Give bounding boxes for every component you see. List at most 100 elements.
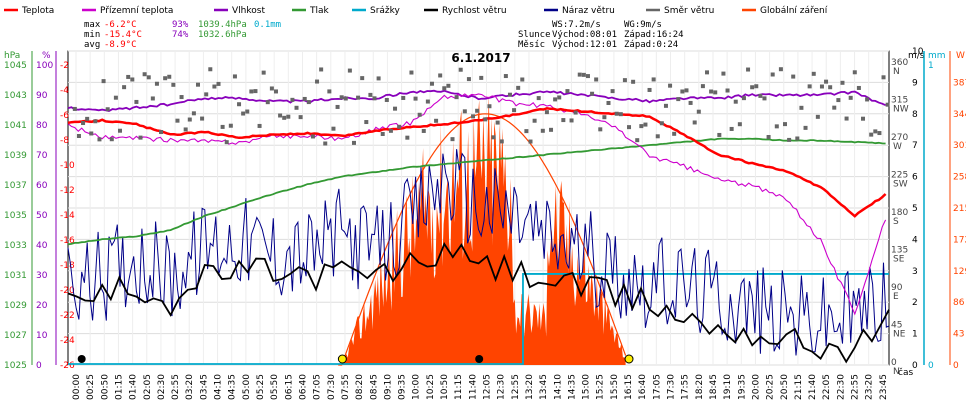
humidity-tick: 50: [36, 211, 48, 221]
wind-tick: 7: [912, 141, 918, 151]
wind-direction-point: [758, 93, 763, 98]
stat-value: -6.2°C: [104, 20, 137, 30]
x-tick-label: 01:15: [114, 374, 124, 400]
wind-direction-point: [368, 92, 373, 97]
wind-direction-point: [298, 115, 303, 120]
x-tick-label: 22:55: [851, 374, 861, 400]
radiation-tick: 129: [953, 267, 966, 277]
wind-direction-point: [553, 97, 558, 102]
wind-direction-point: [376, 76, 381, 81]
wind-direction-point: [836, 98, 841, 103]
wind-direction-point: [651, 77, 656, 82]
wind-direction-point: [503, 74, 508, 79]
wind-direction-point: [598, 127, 603, 132]
wind-direction-point: [717, 132, 722, 137]
wind-direction-point: [688, 100, 693, 105]
wind-direction-point: [216, 81, 221, 86]
wind-direction-point: [590, 91, 595, 96]
legend-label: Směr větru: [664, 6, 714, 16]
x-tick-label: 08:20: [355, 374, 365, 400]
wind-direction-point: [282, 115, 287, 120]
rain-tick: 1: [928, 61, 934, 71]
wind-direction-point: [138, 135, 143, 140]
direction-label: SW: [893, 180, 908, 190]
x-tick-label: 09:35: [398, 374, 408, 400]
wind-direction-point: [154, 81, 159, 86]
wg-value: WG:9m/s: [624, 20, 662, 30]
wind-direction-point: [573, 110, 578, 115]
wind-direction-point: [536, 96, 541, 101]
wind-direction-point: [393, 106, 398, 111]
x-tick-label: 23:20: [865, 374, 875, 400]
wind-direction-point: [569, 118, 574, 123]
rain-unit: mm: [928, 51, 946, 61]
pressure-tick: 1035: [4, 211, 27, 221]
wind-direction-point: [351, 140, 356, 145]
wind-tick: 1: [912, 330, 918, 340]
wind-direction-point: [278, 113, 283, 118]
wind-direction-point: [323, 141, 328, 146]
radiation-tick: 301: [953, 141, 966, 151]
wind-direction-point: [81, 121, 86, 126]
wind-direction-point: [142, 72, 147, 77]
x-tick-label: 06:40: [298, 374, 308, 400]
wind-direction-point: [692, 120, 697, 125]
wind-direction-point: [360, 76, 365, 81]
wind-direction-point: [516, 85, 521, 90]
wind-direction-point: [635, 138, 640, 143]
wind-direction-point: [561, 118, 566, 123]
wind-direction-point: [257, 123, 262, 128]
wind-direction-point: [807, 84, 812, 89]
legend-label: Rychlost větru: [442, 6, 507, 16]
wind-direction-point: [610, 89, 615, 94]
direction-label: S: [893, 217, 899, 227]
humidity-unit: %: [42, 51, 51, 61]
x-tick-label: 00:00: [72, 374, 82, 400]
stat-value: 0.1mm: [254, 20, 281, 30]
pressure-tick: 1039: [4, 151, 27, 161]
wind-tick: 5: [912, 204, 918, 214]
wind-tick: 9: [912, 78, 918, 88]
wind-direction-point: [668, 83, 673, 88]
direction-tick: 135: [891, 246, 908, 256]
legend-label: Tlak: [309, 6, 330, 16]
wind-tick: 6: [912, 173, 918, 183]
pressure-tick: 1037: [4, 181, 27, 191]
wind-direction-point: [795, 136, 800, 141]
direction-tick: 180: [891, 208, 908, 218]
stat-value: 1039.4hPa: [198, 20, 247, 30]
humidity-tick: 70: [36, 151, 48, 161]
wind-direction-point: [774, 124, 779, 129]
wind-tick: 3: [912, 267, 918, 277]
wind-direction-point: [495, 120, 500, 125]
humidity-line: [67, 89, 886, 112]
wind-direction-point: [680, 89, 685, 94]
pressure-line: [67, 137, 886, 246]
wind-direction-point: [380, 131, 385, 136]
wind-direction-point: [663, 103, 668, 108]
wind-gust-line: [67, 149, 890, 356]
wind-tick: 8: [912, 110, 918, 120]
pressure-tick: 1033: [4, 241, 27, 251]
wind-direction-point: [499, 139, 504, 144]
x-tick-label: 03:45: [199, 374, 209, 400]
ground-temperature-line: [67, 93, 887, 316]
x-tick-label: 09:10: [383, 374, 393, 400]
x-tick-label: 15:00: [582, 374, 592, 400]
wind-direction-point: [302, 96, 307, 101]
rain-tick: 0: [928, 361, 934, 371]
x-tick-label: 20:25: [766, 374, 776, 400]
wind-direction-point: [811, 71, 816, 76]
wind-direction-point: [183, 127, 188, 132]
wind-direction-point: [364, 120, 369, 125]
x-tick-label: 14:10: [553, 374, 563, 400]
wind-direction-point: [475, 108, 480, 113]
x-tick-label: 18:45: [709, 374, 719, 400]
wind-direction-point: [163, 76, 168, 81]
radiation-tick: 344: [953, 110, 966, 120]
wind-direction-point: [799, 105, 804, 110]
x-tick-label: 03:20: [185, 374, 195, 400]
wind-direction-point: [208, 67, 213, 72]
humidity-tick: 100: [36, 61, 53, 71]
wind-direction-point: [672, 131, 677, 136]
